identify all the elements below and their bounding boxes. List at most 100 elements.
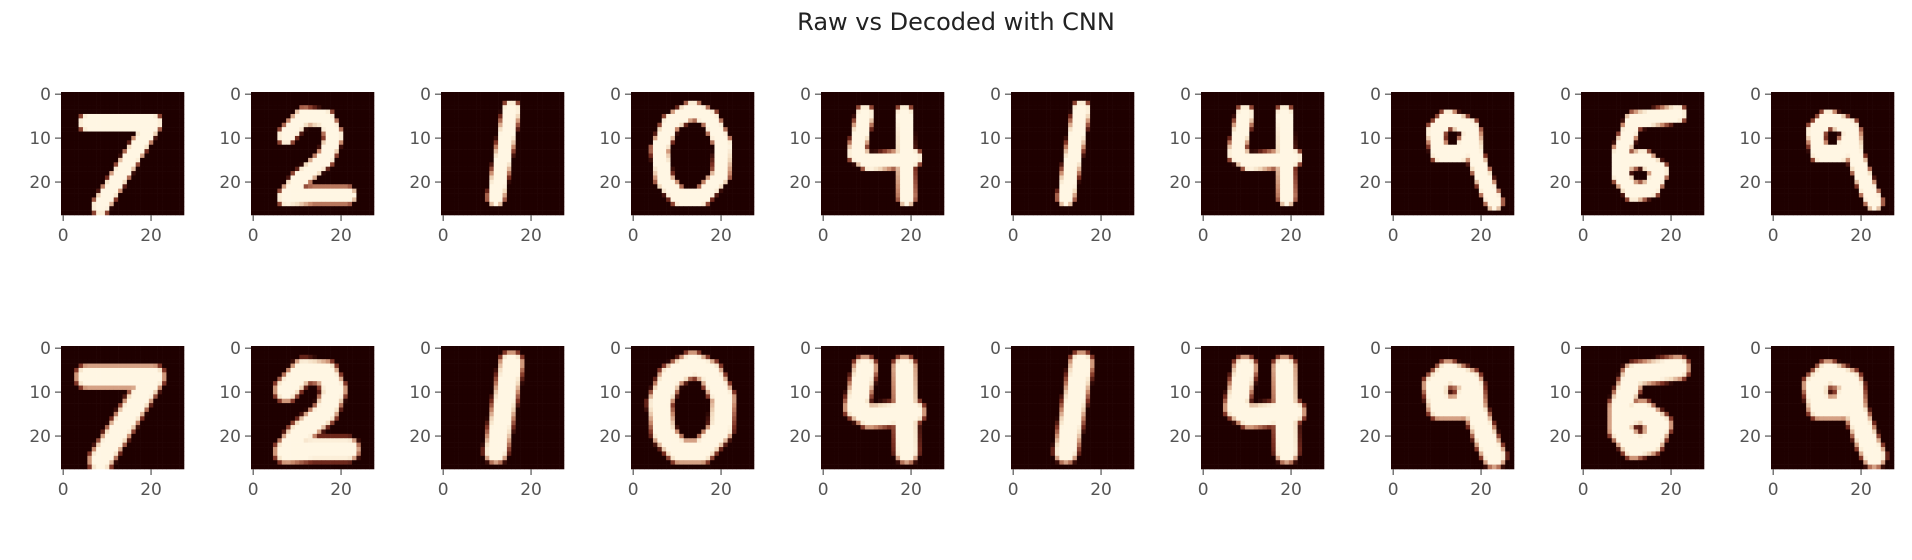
heatmap-cell bbox=[749, 175, 755, 181]
heatmap-cell bbox=[895, 157, 901, 163]
heatmap-cell bbox=[1240, 109, 1246, 115]
heatmap-cell bbox=[259, 92, 265, 97]
heatmap-cell bbox=[834, 135, 839, 141]
heatmap-cell bbox=[847, 96, 853, 102]
heatmap-cell bbox=[520, 166, 525, 172]
heatmap-cell bbox=[462, 127, 468, 132]
heatmap-cell bbox=[338, 157, 344, 163]
heatmap-cell bbox=[1085, 201, 1091, 207]
heatmap-cell bbox=[1032, 162, 1038, 167]
heatmap-cell bbox=[118, 113, 123, 119]
heatmap-cell bbox=[1103, 153, 1108, 159]
heatmap-cell bbox=[524, 149, 530, 154]
heatmap-cell bbox=[251, 131, 256, 137]
heatmap-cell bbox=[533, 140, 538, 146]
heatmap-cell bbox=[498, 122, 503, 128]
heatmap-cell bbox=[321, 175, 326, 181]
heatmap-cell bbox=[657, 113, 663, 119]
heatmap-cell bbox=[347, 153, 353, 159]
heatmap-cell bbox=[1306, 96, 1312, 102]
heatmap-cell bbox=[65, 201, 71, 207]
heatmap-cell bbox=[1310, 105, 1316, 110]
heatmap-cell bbox=[1024, 113, 1029, 119]
heatmap-cell bbox=[272, 162, 278, 167]
heatmap-cell bbox=[1019, 162, 1025, 167]
heatmap-cell bbox=[515, 188, 521, 194]
heatmap-cell bbox=[1028, 201, 1034, 207]
heatmap-cell bbox=[657, 193, 663, 198]
heatmap-cell bbox=[847, 135, 853, 141]
heatmap-cell bbox=[1076, 109, 1082, 115]
heatmap-cell bbox=[528, 153, 534, 159]
heatmap-cell bbox=[1068, 184, 1073, 189]
heatmap-cell bbox=[131, 122, 136, 128]
heatmap-cell bbox=[259, 197, 265, 203]
heatmap-cell bbox=[1028, 162, 1034, 167]
heatmap-cell bbox=[264, 105, 269, 110]
heatmap-cell bbox=[1094, 113, 1100, 119]
heatmap-cell bbox=[652, 206, 658, 211]
heatmap-cell bbox=[1032, 157, 1038, 163]
heatmap-cell bbox=[511, 135, 516, 141]
heatmap-cell bbox=[718, 96, 724, 102]
heatmap-cell bbox=[449, 140, 455, 146]
heatmap-cell bbox=[471, 153, 477, 159]
heatmap-cell bbox=[162, 105, 167, 110]
heatmap-cell bbox=[939, 131, 945, 137]
heatmap-cell bbox=[900, 109, 905, 115]
heatmap-cell bbox=[259, 171, 265, 176]
heatmap-cell bbox=[679, 149, 685, 154]
heatmap-cell bbox=[533, 197, 538, 203]
heatmap-cell bbox=[78, 171, 84, 176]
heatmap-cell bbox=[489, 96, 495, 102]
heatmap-cell bbox=[118, 162, 123, 167]
heatmap-cell bbox=[838, 162, 844, 167]
heatmap-cell bbox=[166, 162, 172, 167]
heatmap-cell bbox=[542, 109, 547, 115]
heatmap-cell bbox=[272, 144, 278, 150]
heatmap-cell bbox=[294, 175, 300, 181]
heatmap-cell bbox=[917, 122, 923, 128]
heatmap-cell bbox=[714, 153, 720, 159]
heatmap-cell bbox=[153, 140, 158, 146]
heatmap-cell bbox=[321, 144, 326, 150]
heatmap-cell bbox=[635, 171, 641, 176]
heatmap-cell bbox=[1054, 122, 1060, 128]
heatmap-cell bbox=[1284, 113, 1290, 119]
heatmap-cell bbox=[917, 144, 923, 150]
heatmap-cell bbox=[1059, 175, 1065, 181]
heatmap-cell bbox=[277, 188, 283, 194]
heatmap-cell bbox=[489, 131, 495, 137]
heatmap-cell bbox=[61, 206, 66, 211]
heatmap-cell bbox=[153, 127, 158, 132]
heatmap-cell bbox=[480, 166, 486, 172]
heatmap-cell bbox=[1107, 206, 1113, 211]
heatmap-cell bbox=[908, 144, 914, 150]
heatmap-cell bbox=[78, 109, 84, 115]
heatmap-cell bbox=[1098, 188, 1104, 194]
heatmap-cell bbox=[1306, 109, 1312, 115]
heatmap-cell bbox=[1205, 127, 1211, 132]
heatmap-cell bbox=[674, 175, 680, 181]
heatmap-cell bbox=[330, 157, 335, 163]
heatmap-cell bbox=[502, 105, 508, 110]
heatmap-cell bbox=[515, 100, 521, 106]
heatmap-cell bbox=[860, 157, 866, 163]
heatmap-cell bbox=[639, 144, 645, 150]
heatmap-cell bbox=[652, 175, 658, 181]
heatmap-cell bbox=[1072, 193, 1078, 198]
heatmap-cell bbox=[559, 131, 565, 137]
heatmap-cell bbox=[162, 122, 167, 128]
heatmap-cell bbox=[1240, 113, 1246, 119]
heatmap-cell bbox=[356, 96, 362, 102]
heatmap-cell bbox=[891, 210, 896, 216]
heatmap-cell bbox=[1072, 153, 1078, 159]
heatmap-cell bbox=[312, 92, 318, 97]
heatmap-cell bbox=[1024, 131, 1029, 137]
heatmap-cell bbox=[727, 171, 733, 176]
heatmap-cell bbox=[1222, 109, 1228, 115]
heatmap-cell bbox=[268, 140, 274, 146]
heatmap-cell bbox=[908, 96, 914, 102]
heatmap-cell bbox=[533, 96, 538, 102]
heatmap-cell bbox=[493, 162, 499, 167]
